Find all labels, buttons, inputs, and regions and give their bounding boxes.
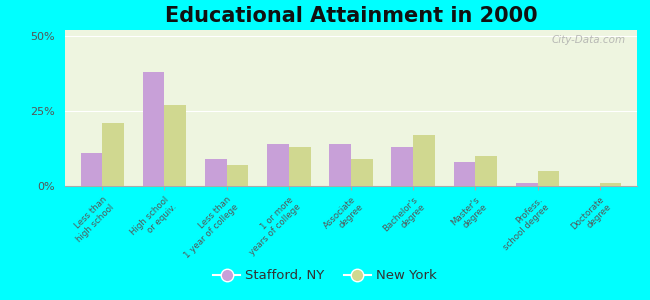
Bar [81,153,102,186]
Bar [600,183,621,186]
Bar [330,144,351,186]
Bar [164,105,187,186]
Bar [454,162,475,186]
Bar [205,159,227,186]
Bar [538,171,559,186]
Text: City-Data.com: City-Data.com [551,35,625,45]
Bar [391,147,413,186]
Bar [227,165,248,186]
Legend: Stafford, NY, New York: Stafford, NY, New York [208,264,442,287]
Bar [515,183,538,186]
Bar [289,147,311,186]
Title: Educational Attainment in 2000: Educational Attainment in 2000 [164,6,538,26]
Bar [102,123,124,186]
Bar [413,135,435,186]
Bar [143,72,164,186]
Bar [267,144,289,186]
Bar [475,156,497,186]
Bar [351,159,372,186]
